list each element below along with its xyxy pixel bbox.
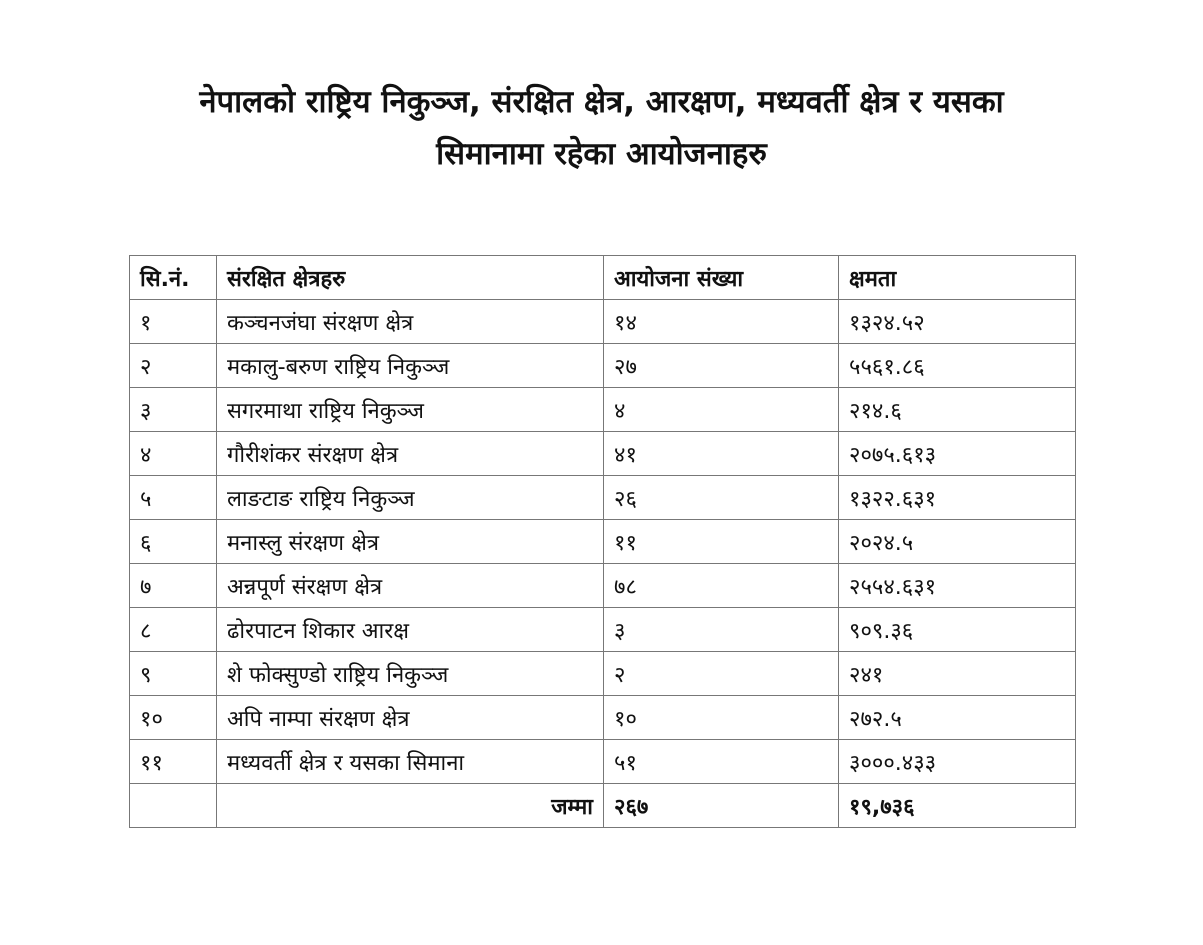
cell-area: मकालु-बरुण राष्ट्रिय निकुञ्ज: [216, 343, 604, 388]
table-row: १० अपि नाम्पा संरक्षण क्षेत्र १० २७२.५: [129, 695, 1076, 740]
cell-sn: ९: [129, 651, 217, 696]
table-row: ७ अन्नपूर्ण संरक्षण क्षेत्र ७८ २५५४.६३१: [129, 563, 1076, 608]
cell-area: अन्नपूर्ण संरक्षण क्षेत्र: [216, 563, 604, 608]
table-row: २ मकालु-बरुण राष्ट्रिय निकुञ्ज २७ ५५६१.८६: [129, 343, 1076, 388]
table-row: ३ सगरमाथा राष्ट्रिय निकुञ्ज ४ २१४.६: [129, 387, 1076, 432]
table-row: ६ मनास्लु संरक्षण क्षेत्र ११ २०२४.५: [129, 519, 1076, 564]
cell-sn: १०: [129, 695, 217, 740]
total-label: जम्मा: [216, 783, 604, 828]
cell-capacity: ३०००.४३३: [838, 739, 1076, 784]
table-row: ४ गौरीशंकर संरक्षण क्षेत्र ४१ २०७५.६१३: [129, 431, 1076, 476]
cell-area: कञ्चनजंघा संरक्षण क्षेत्र: [216, 299, 604, 344]
cell-capacity: २१४.६: [838, 387, 1076, 432]
header-area: संरक्षित क्षेत्रहरु: [216, 255, 604, 300]
cell-area: अपि नाम्पा संरक्षण क्षेत्र: [216, 695, 604, 740]
table-row: ९ शे फोक्सुण्डो राष्ट्रिय निकुञ्ज २ २४१: [129, 651, 1076, 696]
projects-table: सि.नं. संरक्षित क्षेत्रहरु आयोजना संख्या…: [129, 255, 1076, 828]
cell-capacity: ५५६१.८६: [838, 343, 1076, 388]
table-row: ८ ढोरपाटन शिकार आरक्ष ३ ९०९.३६: [129, 607, 1076, 652]
cell-capacity: १३२४.५२: [838, 299, 1076, 344]
cell-projects: ४१: [603, 431, 839, 476]
cell-projects: ४: [603, 387, 839, 432]
cell-area: सगरमाथा राष्ट्रिय निकुञ्ज: [216, 387, 604, 432]
cell-projects: ५१: [603, 739, 839, 784]
cell-capacity: २४१: [838, 651, 1076, 696]
cell-area: लाङटाङ राष्ट्रिय निकुञ्ज: [216, 475, 604, 520]
cell-capacity: २०७५.६१३: [838, 431, 1076, 476]
title-line-1: नेपालको राष्ट्रिय निकुञ्ज, संरक्षित क्षे…: [199, 84, 1004, 120]
cell-sn: ३: [129, 387, 217, 432]
cell-capacity: २०२४.५: [838, 519, 1076, 564]
header-sn: सि.नं.: [129, 255, 217, 300]
cell-capacity: २५५४.६३१: [838, 563, 1076, 608]
total-capacity: १९,७३६: [838, 783, 1076, 828]
header-capacity: क्षमता: [838, 255, 1076, 300]
cell-projects: १४: [603, 299, 839, 344]
cell-capacity: १३२२.६३१: [838, 475, 1076, 520]
cell-projects: २६: [603, 475, 839, 520]
table-row: ५ लाङटाङ राष्ट्रिय निकुञ्ज २६ १३२२.६३१: [129, 475, 1076, 520]
cell-projects: २७: [603, 343, 839, 388]
cell-area: ढोरपाटन शिकार आरक्ष: [216, 607, 604, 652]
cell-sn: ८: [129, 607, 217, 652]
cell-sn: ६: [129, 519, 217, 564]
document-title: नेपालको राष्ट्रिय निकुञ्ज, संरक्षित क्षे…: [0, 76, 1203, 180]
cell-sn: ४: [129, 431, 217, 476]
cell-sn: ७: [129, 563, 217, 608]
cell-area: शे फोक्सुण्डो राष्ट्रिय निकुञ्ज: [216, 651, 604, 696]
table-row: १ कञ्चनजंघा संरक्षण क्षेत्र १४ १३२४.५२: [129, 299, 1076, 344]
cell-projects: ११: [603, 519, 839, 564]
table-header-row: सि.नं. संरक्षित क्षेत्रहरु आयोजना संख्या…: [129, 255, 1076, 300]
cell-area: गौरीशंकर संरक्षण क्षेत्र: [216, 431, 604, 476]
cell-sn: ५: [129, 475, 217, 520]
cell-projects: १०: [603, 695, 839, 740]
cell-sn: ११: [129, 739, 217, 784]
cell-sn: १: [129, 299, 217, 344]
cell-projects: ७८: [603, 563, 839, 608]
total-empty-cell: [129, 783, 217, 828]
cell-capacity: ९०९.३६: [838, 607, 1076, 652]
cell-area: मध्यवर्ती क्षेत्र र यसका सिमाना: [216, 739, 604, 784]
cell-capacity: २७२.५: [838, 695, 1076, 740]
table-row: ११ मध्यवर्ती क्षेत्र र यसका सिमाना ५१ ३०००.…: [129, 739, 1076, 784]
total-projects: २६७: [603, 783, 839, 828]
cell-area: मनास्लु संरक्षण क्षेत्र: [216, 519, 604, 564]
cell-projects: २: [603, 651, 839, 696]
cell-projects: ३: [603, 607, 839, 652]
title-line-2: सिमानामा रहेका आयोजनाहरु: [436, 136, 767, 172]
total-row: जम्मा २६७ १९,७३६: [129, 783, 1076, 828]
cell-sn: २: [129, 343, 217, 388]
header-projects: आयोजना संख्या: [603, 255, 839, 300]
